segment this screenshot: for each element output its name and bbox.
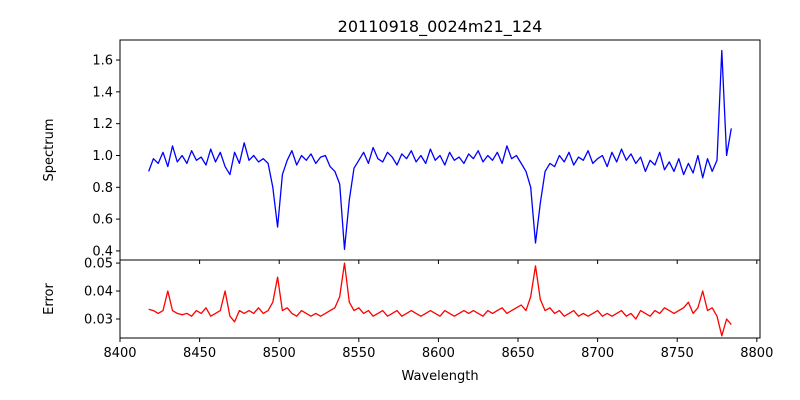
x-tick-label: 8550 bbox=[342, 346, 375, 361]
y-tick-label: 1.4 bbox=[92, 85, 113, 100]
x-tick-label: 8800 bbox=[740, 346, 773, 361]
y-tick-label: 1.0 bbox=[92, 149, 113, 164]
x-tick-label: 8400 bbox=[103, 346, 136, 361]
y-tick-label: 0.05 bbox=[84, 257, 113, 272]
error-line bbox=[148, 262, 732, 337]
spectrum-ylabel: Spectrum bbox=[42, 119, 57, 182]
y-tick-label: 0.8 bbox=[92, 181, 113, 196]
error-panel: 0.03 0.04 0.05 8400 8450 8500 8550 8600 8650 8700… bbox=[84, 257, 773, 361]
spectrum-panel: 0.4 0.6 0.8 1.0 1.2 1.4 1.6 bbox=[92, 39, 761, 264]
y-tick-label: 0.03 bbox=[84, 312, 113, 327]
chart-title: 20110918_0024m21_124 bbox=[338, 17, 543, 37]
spectrum-line bbox=[148, 49, 732, 250]
x-tick-label: 8500 bbox=[263, 346, 296, 361]
y-tick-label: 1.6 bbox=[92, 54, 113, 69]
y-tick-label: 0.4 bbox=[92, 244, 113, 259]
x-tick-label: 8700 bbox=[581, 346, 614, 361]
x-tick-label: 8750 bbox=[661, 346, 694, 361]
y-tick-label: 1.2 bbox=[92, 117, 113, 132]
x-tick-label: 8600 bbox=[422, 346, 455, 361]
x-axis-label: Wavelength bbox=[401, 369, 478, 384]
axes-frame bbox=[119, 259, 761, 339]
y-tick-label: 0.04 bbox=[84, 285, 113, 300]
x-tick-label: 8650 bbox=[501, 346, 534, 361]
error-ylabel: Error bbox=[42, 283, 57, 315]
y-tick-label: 0.6 bbox=[92, 213, 113, 228]
x-tick-label: 8450 bbox=[183, 346, 216, 361]
axes-frame bbox=[119, 39, 761, 261]
